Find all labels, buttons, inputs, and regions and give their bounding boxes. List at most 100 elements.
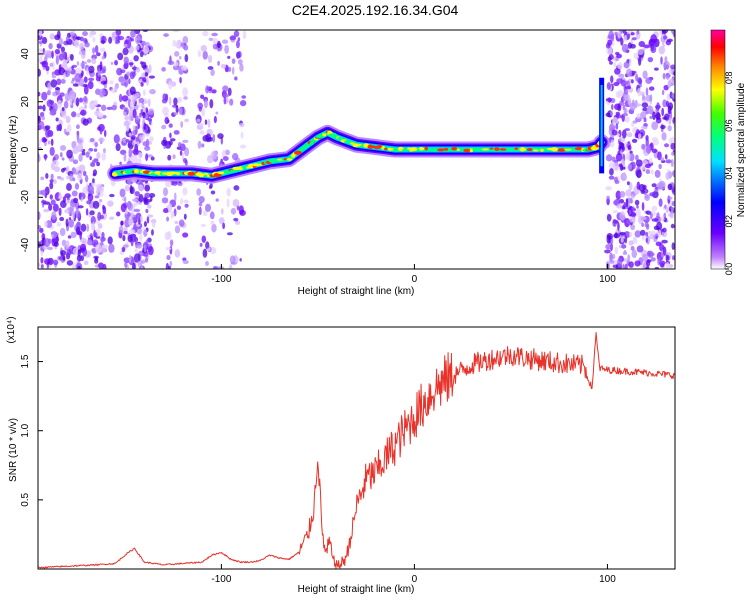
- spectral-noise-blob: [134, 248, 138, 253]
- spectral-noise-blob: [131, 149, 139, 155]
- spectral-noise-blob: [101, 152, 107, 161]
- spectral-noise-blob: [636, 245, 644, 253]
- spectral-peak: [477, 148, 482, 152]
- spectral-noise-blob: [40, 257, 44, 264]
- spectral-noise-blob: [197, 50, 202, 58]
- spectral-noise-blob: [182, 36, 189, 45]
- spectral-noise-blob: [205, 133, 212, 143]
- spectral-noise-blob: [174, 220, 179, 225]
- spectral-noise-blob: [64, 92, 71, 102]
- spectral-noise-blob: [71, 262, 76, 269]
- spectral-noise-blob: [667, 169, 670, 173]
- spectral-noise-blob: [72, 159, 79, 165]
- spectral-peak: [198, 173, 205, 178]
- spectral-noise-blob: [647, 230, 652, 235]
- spectral-noise-blob: [199, 130, 205, 135]
- spectral-noise-blob: [124, 115, 130, 121]
- spectral-noise-blob: [209, 211, 215, 220]
- spectral-noise-blob: [207, 54, 213, 64]
- spectral-noise-blob: [172, 39, 176, 47]
- spectral-noise-blob: [142, 133, 146, 140]
- spectral-noise-blob: [210, 150, 218, 160]
- spectral-noise-blob: [46, 99, 53, 108]
- spectral-noise-blob: [650, 34, 657, 44]
- spectral-noise-blob: [149, 136, 154, 142]
- spectral-noise-blob: [172, 154, 176, 160]
- spectral-noise-blob: [65, 208, 70, 213]
- spectral-noise-blob: [38, 91, 41, 97]
- spectral-noise-blob: [92, 200, 100, 209]
- spectral-noise-blob: [626, 132, 633, 138]
- spectral-noise-blob: [85, 151, 90, 158]
- spectral-noise-blob: [58, 53, 65, 61]
- spectral-noise-blob: [205, 85, 210, 94]
- spectral-noise-blob: [204, 119, 208, 125]
- spectral-noise-blob: [128, 217, 134, 226]
- bottom-ylabel: SNR (10 * v/v): [8, 418, 19, 482]
- spectral-noise-blob: [148, 118, 152, 125]
- spectral-noise-blob: [120, 203, 127, 213]
- spectral-noise-blob: [609, 259, 615, 264]
- spectral-noise-blob: [182, 232, 189, 238]
- spectral-noise-blob: [606, 195, 610, 200]
- spectral-noise-blob: [207, 66, 214, 70]
- spectral-noise-blob: [97, 112, 104, 119]
- spectral-noise-blob: [618, 245, 622, 249]
- spectral-noise-blob: [173, 97, 178, 106]
- spectral-noise-blob: [138, 97, 145, 104]
- spectral-noise-blob: [100, 104, 107, 112]
- spectral-noise-blob: [73, 197, 79, 204]
- spectral-noise-blob: [649, 192, 656, 197]
- spectral-noise-blob: [207, 247, 211, 252]
- spectral-noise-blob: [41, 115, 45, 121]
- colorbar-tick-label: 0.2: [724, 215, 734, 228]
- spectral-noise-blob: [58, 64, 62, 72]
- spectral-noise-blob: [115, 35, 121, 42]
- spectral-noise-blob: [50, 79, 58, 88]
- spectral-noise-blob: [232, 153, 239, 161]
- spectral-peak: [550, 147, 559, 152]
- spectral-peak: [564, 148, 573, 151]
- spectral-noise-blob: [650, 45, 657, 54]
- spectral-noise-blob: [624, 263, 628, 269]
- spectral-noise-blob: [665, 40, 672, 46]
- spectral-noise-blob: [648, 86, 655, 91]
- spectral-noise-blob: [59, 92, 65, 97]
- spectral-noise-blob: [613, 62, 617, 68]
- spectral-noise-blob: [234, 220, 241, 225]
- spectral-noise-blob: [645, 87, 649, 97]
- spectral-noise-blob: [44, 237, 51, 247]
- spectral-noise-blob: [97, 222, 103, 229]
- spectral-peak: [481, 148, 490, 151]
- spectral-noise-blob: [658, 229, 662, 238]
- spectral-noise-blob: [128, 254, 132, 264]
- spectral-noise-blob: [121, 95, 129, 102]
- spectral-noise-blob: [658, 260, 666, 265]
- spectral-noise-blob: [613, 176, 618, 183]
- spectral-noise-blob: [205, 260, 209, 266]
- spectral-noise-blob: [66, 149, 73, 159]
- spectral-noise-blob: [91, 181, 96, 187]
- spectral-noise-blob: [96, 52, 101, 57]
- spectral-noise-blob: [128, 229, 136, 235]
- spectral-noise-blob: [38, 225, 41, 229]
- spectral-noise-blob: [84, 104, 87, 109]
- spectral-noise-blob: [51, 211, 57, 221]
- spectral-noise-blob: [205, 241, 210, 250]
- spectral-noise-blob: [135, 34, 141, 45]
- spectral-noise-blob: [611, 156, 616, 162]
- spectral-noise-blob: [38, 142, 41, 147]
- top-ytick-label: -20: [20, 190, 31, 205]
- spectral-noise-blob: [654, 67, 659, 71]
- spectral-noise-blob: [672, 170, 675, 178]
- spectral-noise-blob: [86, 223, 90, 232]
- spectral-noise-blob: [671, 93, 675, 99]
- spectral-noise-blob: [670, 30, 675, 35]
- spectral-noise-blob: [172, 30, 180, 33]
- spectral-noise-blob: [144, 257, 149, 263]
- spectral-noise-blob: [116, 211, 121, 217]
- spectral-noise-blob: [667, 102, 674, 111]
- spectral-noise-blob: [663, 113, 670, 121]
- spectral-noise-blob: [615, 111, 620, 116]
- spectral-noise-blob: [167, 154, 172, 161]
